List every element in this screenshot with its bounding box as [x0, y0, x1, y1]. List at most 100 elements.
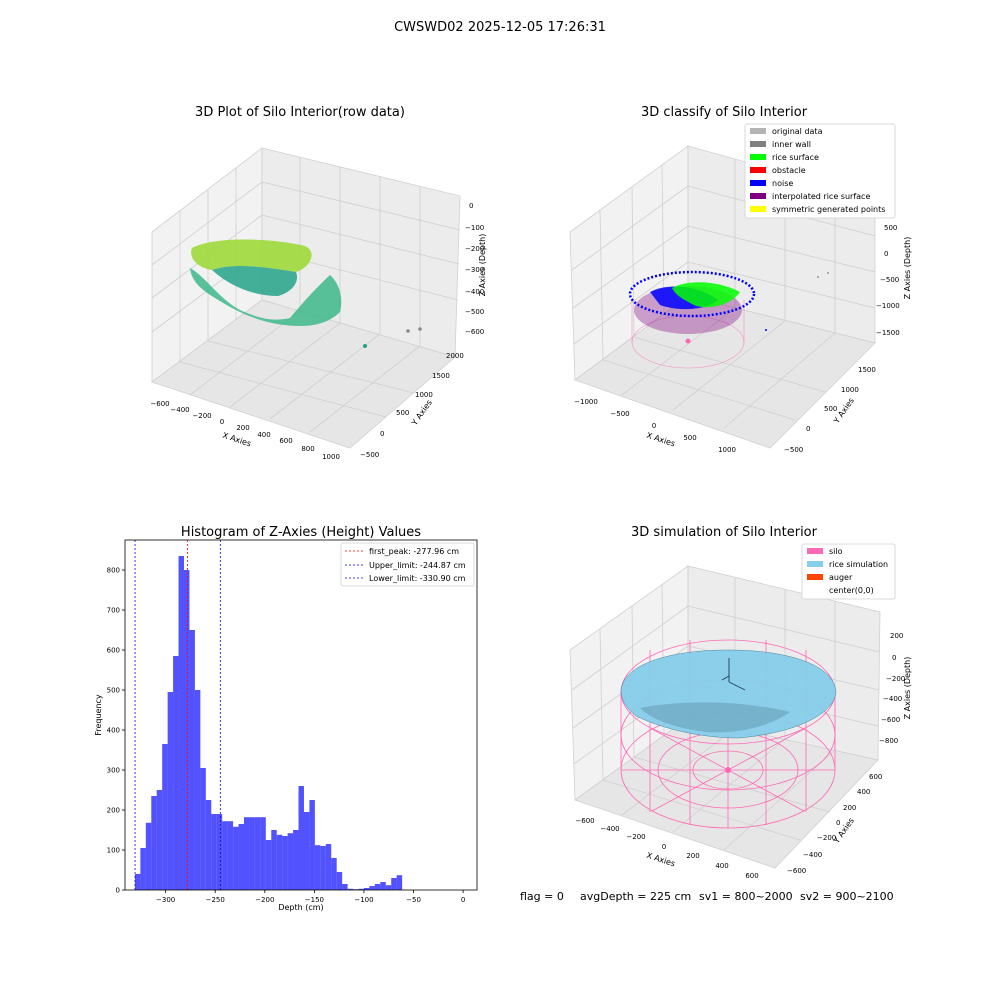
simulation-x-tick: 400 [715, 862, 728, 870]
raw-floor [151, 299, 456, 449]
histogram-bar [194, 690, 201, 890]
histogram-x-ticks: −300 −250 −200 −150 −100 −50 0 [156, 890, 465, 904]
legend-swatch-rice-simulation [807, 561, 823, 567]
raw-point-cloud-upper [191, 239, 312, 272]
histogram-bar [325, 844, 332, 890]
simulation-legend-item: silo [807, 547, 843, 556]
histogram-x-tick-label: −100 [354, 896, 373, 904]
classify-noise-point [765, 329, 767, 331]
histogram-bar [233, 826, 239, 890]
raw-z-tick: −200 [465, 245, 484, 253]
classify-x-tick: −500 [610, 410, 629, 418]
raw-x-tick: −600 [150, 400, 169, 408]
raw-point-outlier [418, 327, 422, 331]
histogram-y-tick-label: 0 [116, 887, 120, 895]
classify-z-tick: 0 [884, 250, 888, 258]
legend-swatch-noise [750, 180, 766, 186]
panel-classify-title: 3D classify of Silo Interior [641, 105, 808, 120]
legend-swatch-original-data [750, 128, 766, 134]
simulation-center-marker [725, 767, 731, 773]
raw-point-cloud-rim [212, 266, 298, 296]
simulation-legend-item: center(0,0) [829, 586, 874, 595]
classify-rice-surface [672, 282, 740, 308]
histogram-bar [309, 800, 315, 890]
raw-x-tick: 600 [279, 437, 292, 445]
classify-silo-top [628, 270, 756, 318]
legend-swatch-symmetric [750, 206, 766, 212]
histogram-bar [156, 790, 163, 890]
simulation-z-label: Z Axies (Depth) [903, 657, 912, 720]
histogram-bar [293, 830, 299, 890]
footer-sv2: sv2 = 900~2100 [800, 890, 894, 903]
legend-label: auger [829, 573, 853, 582]
classify-legend-item: rice surface [750, 153, 819, 162]
simulation-auger-arm [728, 681, 746, 691]
histogram-bar [260, 817, 266, 890]
histogram-bar [369, 886, 375, 890]
raw-z-tick: −400 [465, 288, 484, 296]
legend-label: obstacle [772, 166, 806, 175]
simulation-z-tick: 0 [892, 654, 896, 662]
histogram-bar [298, 786, 304, 890]
classify-z-tick: −1500 [876, 329, 900, 337]
simulation-auger [721, 658, 746, 691]
histogram-y-label: Frequency [94, 694, 103, 736]
raw-x-tick: 200 [236, 424, 249, 432]
legend-label: center(0,0) [829, 586, 874, 595]
simulation-x-tick: 200 [686, 852, 699, 860]
histogram-bar [238, 824, 244, 890]
raw-y-label: Y Axies [409, 398, 434, 428]
histogram-bar [342, 884, 348, 890]
classify-grid [571, 159, 876, 429]
legend-swatch-interpolated [750, 193, 766, 199]
legend-label: original data [772, 127, 823, 136]
raw-z-tick: −500 [465, 308, 484, 316]
histogram-legend-frame [340, 542, 475, 587]
histogram-bar [396, 875, 403, 890]
raw-point-outlier [406, 329, 410, 333]
legend-label: silo [829, 547, 843, 556]
simulation-z-tick: −200 [886, 675, 905, 683]
histogram-y-tick-label: 100 [107, 847, 120, 855]
legend-label: symmetric generated points [772, 205, 885, 214]
histogram-x-tick-label: −50 [406, 896, 421, 904]
raw-z-label: Z Axies (Depth) [478, 234, 487, 297]
classify-legend-item: obstacle [750, 166, 806, 175]
histogram-bar [358, 888, 364, 890]
histogram-bar [276, 834, 283, 890]
histogram-legend-item: Lower_limit: -330.90 cm [345, 574, 466, 583]
classify-z-label: Z Axies (Depth) [903, 237, 912, 300]
simulation-x-tick: 0 [662, 843, 666, 851]
raw-x-tick: −400 [170, 406, 189, 414]
classify-original-point [817, 276, 819, 278]
classify-center-marker [685, 338, 691, 344]
raw-point-outlier [363, 344, 367, 348]
raw-y-tick: 1000 [415, 391, 433, 399]
histogram-bar [385, 885, 392, 890]
legend-swatch-auger [807, 574, 823, 580]
legend-label: noise [772, 179, 793, 188]
histogram-bar [140, 848, 146, 890]
histogram-bar [265, 840, 272, 890]
simulation-y-ticks: −600 −400 −200 0 200 400 600 [787, 773, 882, 875]
histogram-bar [347, 888, 354, 890]
simulation-x-tick: −400 [600, 825, 619, 833]
histogram-bar [314, 845, 321, 890]
histogram-bar [200, 768, 206, 890]
classify-z-tick: 500 [884, 224, 897, 232]
histogram-title: Histogram of Z-Axies (Height) Values [181, 525, 421, 540]
legend-label: inner wall [772, 140, 811, 149]
simulation-x-label: X Axies [645, 851, 676, 869]
simulation-x-tick: −200 [626, 833, 645, 841]
histogram-bar [216, 814, 223, 890]
raw-x-ticks: −600 −400 −200 0 200 400 600 800 1000 [150, 400, 340, 461]
raw-grid [151, 157, 461, 433]
legend-label: Upper_limit: -244.87 cm [369, 561, 466, 570]
classify-legend-item: interpolated rice surface [750, 192, 870, 201]
legend-label: first_peak: -277.96 cm [369, 547, 459, 556]
classify-x-tick: 1000 [718, 446, 736, 454]
simulation-z-ticks: 200 0 −200 −400 −600 −800 [879, 632, 905, 745]
histogram-bar [282, 836, 288, 890]
raw-z-tick: −300 [465, 266, 484, 274]
